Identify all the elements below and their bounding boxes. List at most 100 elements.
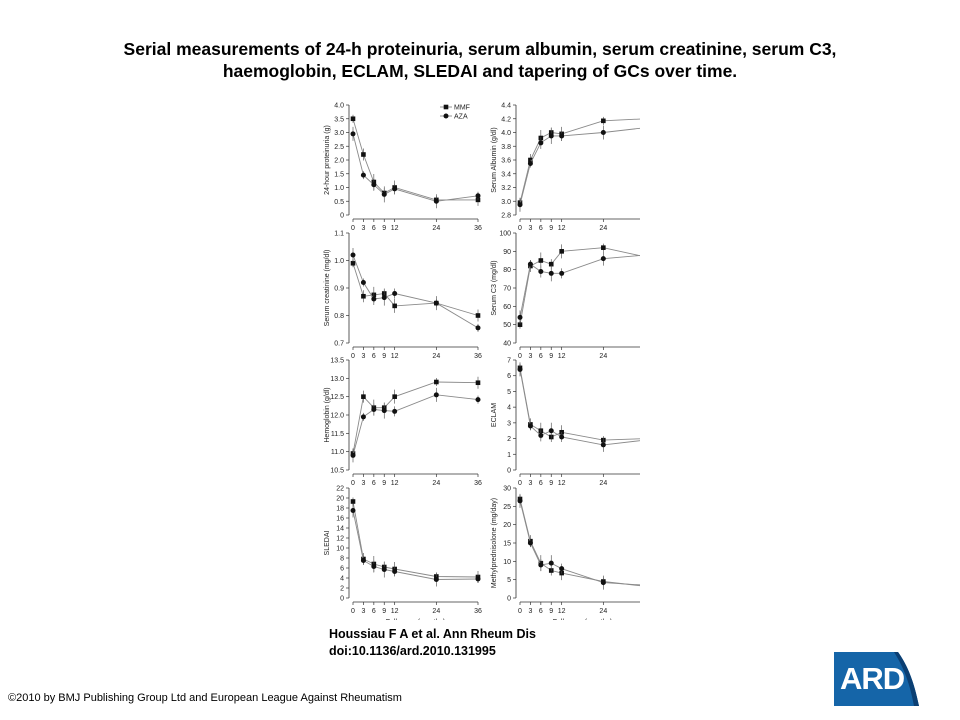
data-point-mmf — [361, 394, 366, 399]
data-point-aza — [360, 280, 366, 285]
y-tick-label: 3.0 — [501, 199, 511, 206]
y-tick-label: 1.5 — [334, 171, 344, 178]
data-point-mmf — [350, 260, 356, 266]
y-tick-label: 50 — [503, 322, 511, 329]
chart-panel-1: 00.51.01.52.02.53.03.54.00 3 6 9 12 24 3624-ho… — [324, 103, 482, 233]
data-point-aza — [517, 314, 523, 320]
data-point-aza — [360, 172, 366, 178]
y-tick-label: 1.0 — [334, 185, 344, 192]
data-point-aza — [392, 569, 398, 574]
data-point-aza — [475, 397, 481, 403]
chart-panel-7: 02468101214161820220369122436SLEDAIFollo… — [324, 486, 482, 621]
data-point-aza — [381, 191, 387, 197]
x-tick-label: 6 — [539, 608, 543, 615]
x-tick-label: 9 — [382, 225, 386, 232]
y-tick-label: 4.4 — [501, 103, 511, 110]
data-point-aza — [548, 133, 554, 139]
series-line-aza — [519, 127, 640, 205]
x-axis-label: Follow up (months) — [553, 619, 613, 620]
data-point-aza — [350, 131, 356, 137]
data-point-aza — [527, 423, 533, 429]
data-point-aza — [517, 366, 523, 372]
data-point-aza — [548, 560, 554, 566]
y-tick-label: 5 — [507, 389, 511, 396]
citation: Houssiau F A et al. Ann Rheum Dis doi:10… — [329, 626, 536, 660]
y-tick-label: 0 — [340, 213, 344, 220]
y-tick-label: 4 — [340, 576, 344, 583]
data-point-mmf — [350, 499, 356, 504]
y-tick-label: 11.0 — [331, 449, 344, 456]
y-tick-label: 16 — [336, 516, 344, 523]
x-tick-label: 3 — [361, 353, 365, 360]
x-tick-label: 9 — [382, 353, 386, 360]
x-tick-label: 12 — [558, 225, 566, 232]
data-point-aza — [371, 407, 377, 412]
title-line-1: Serial measurements of 24-h proteinuria,… — [123, 39, 837, 59]
x-tick-label: 6 — [372, 353, 376, 360]
y-tick-label: 0.8 — [334, 313, 344, 320]
y-tick-label: 4.0 — [334, 103, 344, 110]
data-point-mmf — [392, 394, 397, 399]
data-point-mmf — [350, 116, 356, 122]
citation-authors: Houssiau F A et al. Ann Rheum Dis — [329, 627, 536, 641]
data-point-aza — [559, 270, 565, 276]
y-tick-label: 6 — [507, 373, 511, 380]
y-tick-label: 10.5 — [330, 468, 344, 475]
x-tick-label: 12 — [391, 480, 399, 487]
slide-title: Serial measurements of 24-h proteinuria,… — [40, 38, 920, 82]
data-point-aza — [381, 408, 387, 414]
y-tick-label: 13.0 — [330, 376, 344, 383]
y-tick-label: 6 — [340, 566, 344, 573]
y-tick-label: 12.0 — [330, 413, 344, 420]
y-tick-label: 0.5 — [334, 199, 344, 206]
data-point-mmf — [517, 322, 523, 327]
x-tick-label: 0 — [518, 608, 522, 615]
figure-panel-grid: 00.51.01.52.02.53.03.54.00 3 6 9 12 24 3624-ho… — [324, 103, 640, 621]
y-tick-label: 2.5 — [334, 144, 344, 151]
series-line-aza — [519, 500, 640, 586]
y-tick-label: 90 — [503, 249, 511, 256]
copyright-notice: ©2010 by BMJ Publishing Group Ltd and Eu… — [8, 692, 402, 704]
y-tick-label: 70 — [503, 286, 511, 293]
x-tick-label: 12 — [391, 353, 399, 360]
x-tick-label: 36 — [474, 225, 482, 232]
data-point-aza — [475, 325, 481, 331]
y-axis-label: Hemoglobin (g/dl) — [324, 387, 331, 442]
series-line-aza — [352, 133, 479, 202]
y-tick-label: 12 — [336, 536, 344, 543]
data-point-aza — [527, 160, 533, 166]
y-tick-label: 3.6 — [501, 158, 511, 165]
chart-panel-8: 0510152025300369122436Methylprednisolone… — [491, 486, 640, 620]
data-point-aza — [381, 567, 387, 572]
y-tick-label: 3.4 — [501, 171, 511, 178]
y-tick-label: 30 — [503, 486, 511, 493]
y-tick-label: 10 — [503, 559, 511, 566]
data-point-mmf — [361, 152, 366, 157]
x-tick-label: 36 — [474, 353, 482, 360]
y-axis-label: ECLAM — [491, 403, 498, 427]
series-line-aza — [352, 510, 479, 580]
x-tick-label: 12 — [391, 225, 399, 232]
data-point-aza — [517, 202, 523, 208]
series-line-aza — [519, 369, 640, 446]
data-point-aza — [392, 291, 398, 296]
chart-panel-2: 2.83.03.23.43.63.84.04.24.40369122436Ser… — [491, 103, 640, 232]
y-tick-label: 0.9 — [334, 286, 344, 293]
x-tick-label: 12 — [558, 608, 566, 615]
x-tick-label: 3 — [528, 480, 532, 487]
y-axis-label: Serum Albumin (g/dl) — [491, 127, 498, 192]
x-tick-label: 12 — [391, 608, 399, 615]
x-tick-label: 6 — [539, 480, 543, 487]
data-point-aza — [392, 186, 398, 192]
y-axis-label: Serum C3 (mg/dl) — [491, 260, 498, 315]
data-point-aza — [527, 540, 533, 546]
x-tick-label: 3 — [361, 225, 365, 232]
data-point-aza — [433, 300, 439, 306]
data-point-aza — [600, 442, 606, 448]
data-point-aza — [371, 182, 377, 188]
series-line-mmf — [519, 118, 640, 203]
x-tick-label: 9 — [382, 608, 386, 615]
x-tick-label: 0 — [351, 608, 355, 615]
series-line-mmf — [352, 263, 479, 316]
x-tick-label: 6 — [539, 353, 543, 360]
